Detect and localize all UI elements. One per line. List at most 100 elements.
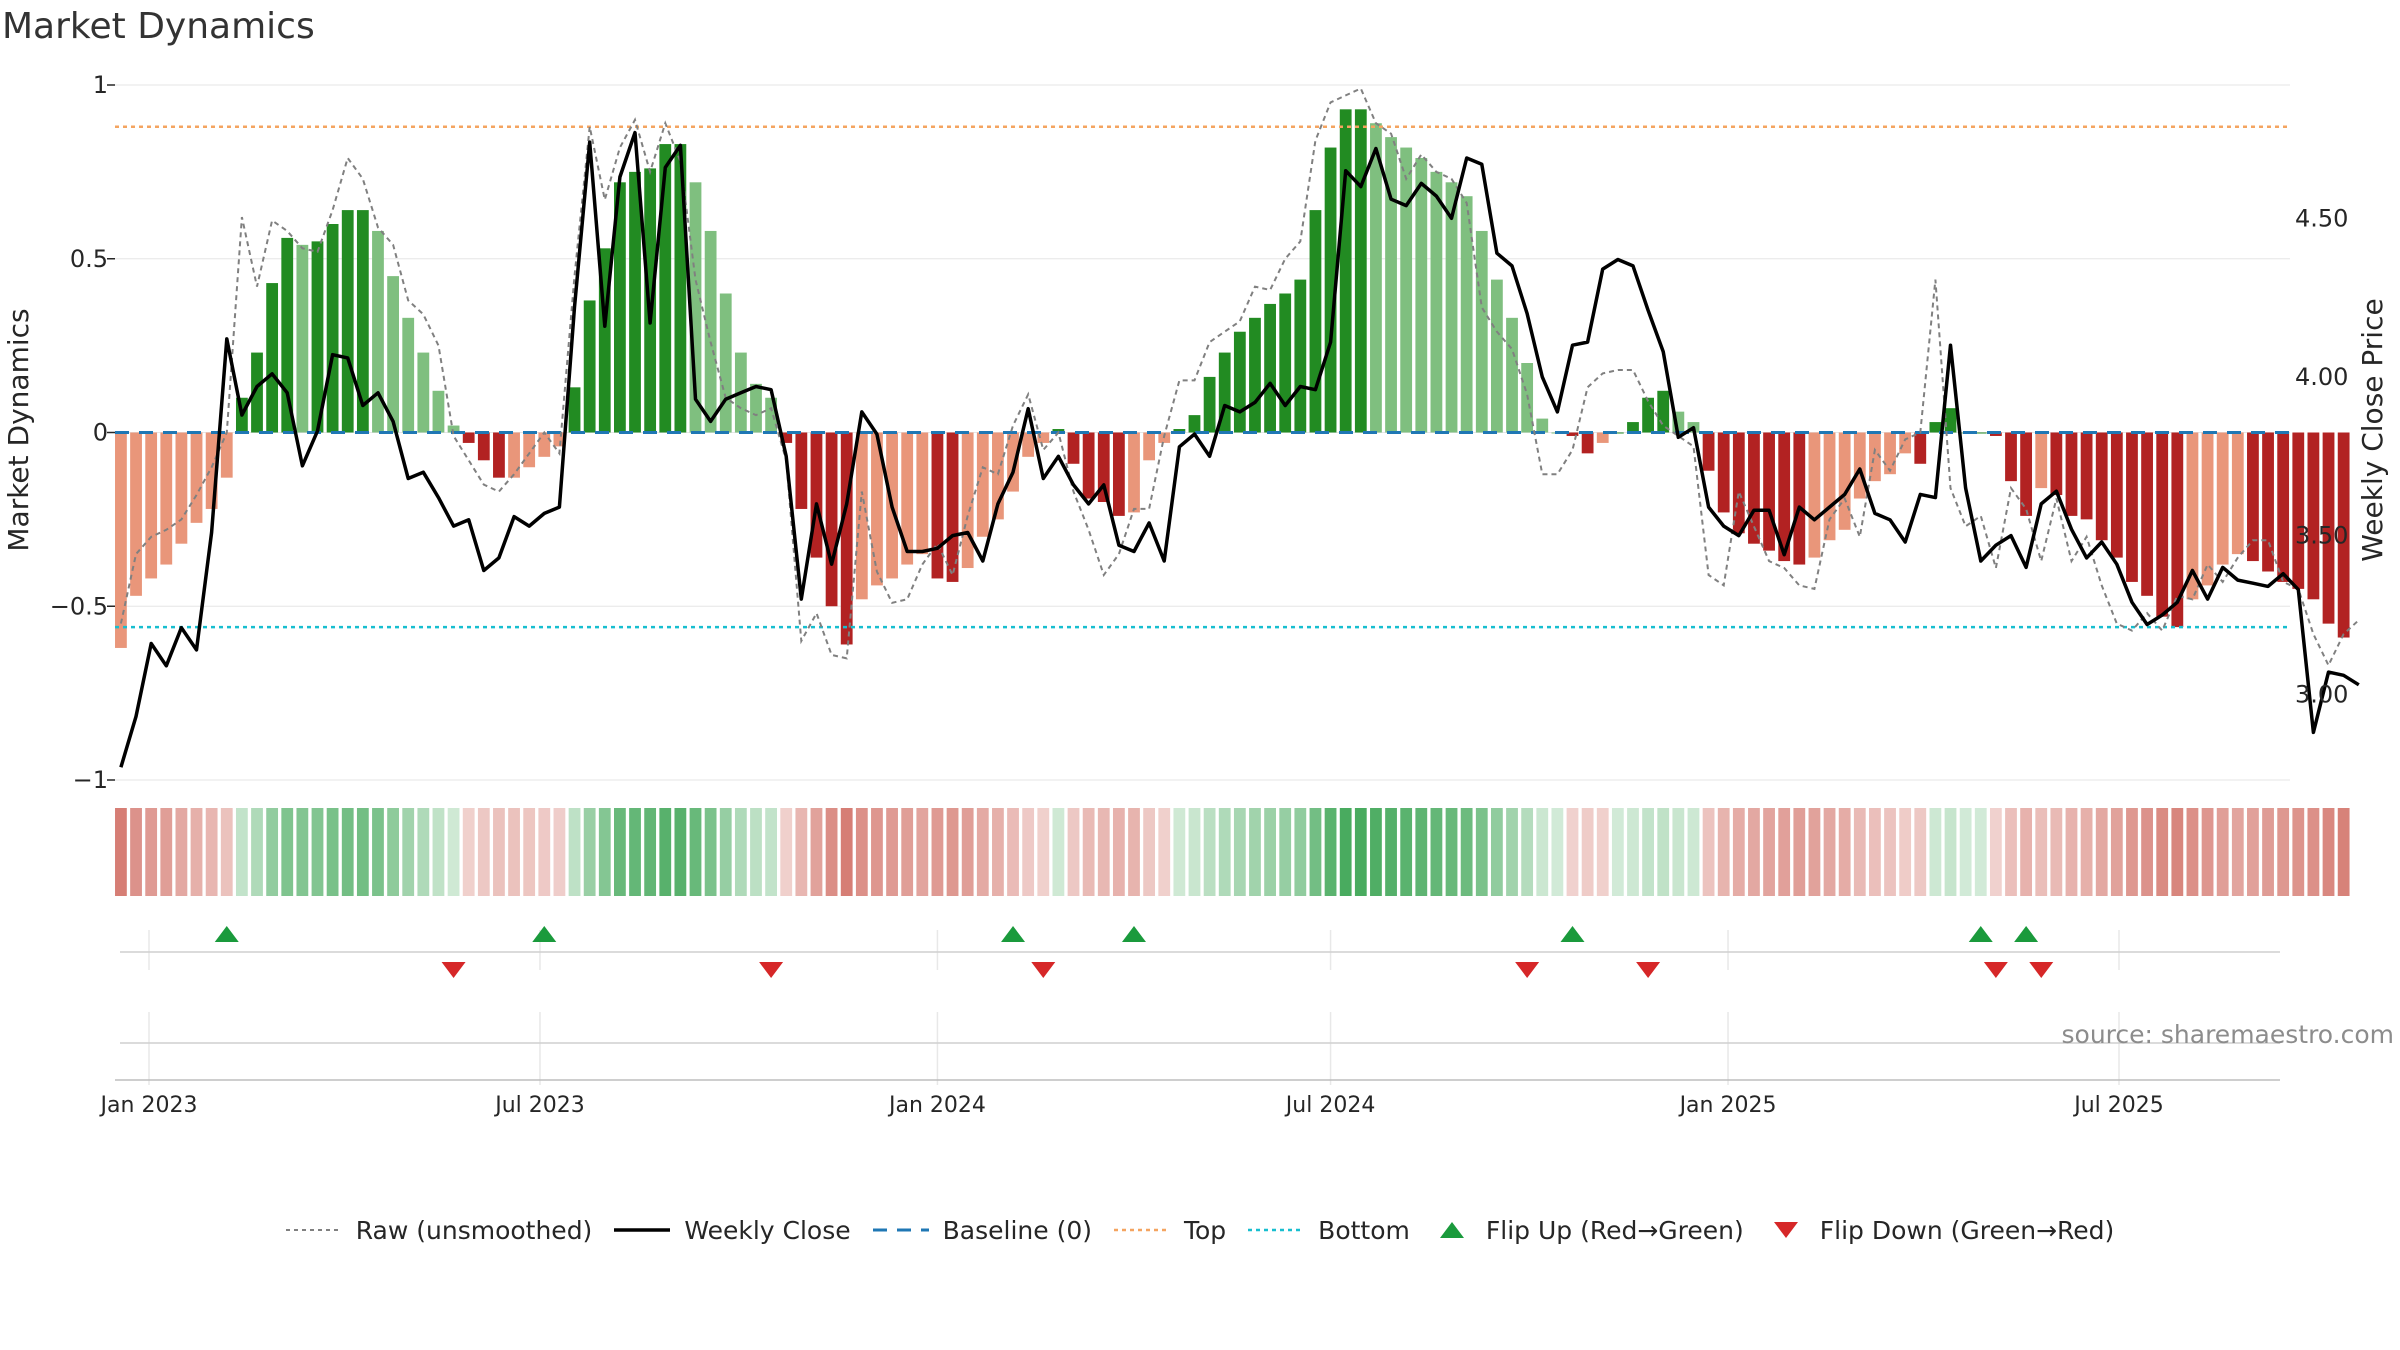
regime-strip-cell	[1748, 808, 1760, 896]
flip-up-marker	[532, 926, 557, 942]
regime-strip-cell	[1627, 808, 1639, 896]
regime-strip-cell	[523, 808, 536, 896]
dynamics-bar	[205, 432, 218, 509]
dynamics-bar	[1974, 432, 1987, 434]
regime-strip-cell	[734, 808, 747, 896]
dynamics-bar	[1642, 397, 1654, 433]
regime-strip-cell	[1354, 808, 1367, 896]
y-tick-label: 0.5	[70, 245, 108, 273]
dashed-blue-line-icon	[872, 1228, 929, 1232]
regime-strip-cell	[840, 808, 853, 896]
regime-strip-cell	[341, 808, 354, 896]
regime-strip-cell	[220, 808, 233, 896]
x-tick-label: Jul 2023	[493, 1093, 585, 1118]
regime-strip-cell	[2231, 808, 2244, 896]
regime-strip-cell	[553, 808, 566, 896]
regime-strip-cell	[115, 808, 127, 896]
legend-label-flip-down: Flip Down (Green→Red)	[1819, 1215, 2115, 1245]
regime-strip-cell	[1884, 808, 1896, 896]
dynamics-bar	[311, 241, 324, 433]
dynamics-bar	[1596, 432, 1609, 443]
dynamics-bar	[1067, 432, 1080, 464]
dynamics-bar	[1506, 317, 1518, 433]
regime-strip-cell	[1082, 808, 1095, 896]
regime-strip-cell	[992, 808, 1004, 896]
regime-strip-cell	[1581, 808, 1594, 896]
dynamics-bar	[115, 432, 127, 648]
dynamics-bar	[1778, 432, 1791, 562]
dynamics-bar	[508, 432, 520, 478]
regime-strip-cell	[493, 808, 505, 896]
regime-strip-cell	[432, 808, 445, 896]
dynamics-bar	[961, 432, 974, 569]
regime-strip-cell	[2307, 808, 2320, 896]
regime-strip-cell	[750, 808, 762, 896]
legend-item-raw: Raw (unsmoothed)	[285, 1216, 592, 1245]
regime-strip-cell	[1793, 808, 1806, 896]
dynamics-bar	[1899, 432, 1912, 454]
dynamics-bar	[1112, 432, 1125, 516]
weekly-close-line	[119, 130, 2360, 768]
dynamics-bar	[2065, 432, 2078, 516]
dynamics-bar	[2005, 432, 2017, 482]
regime-strip-cell	[508, 808, 520, 896]
regime-strip-cell	[251, 808, 263, 896]
y-axis-label: Market Dynamics	[2, 308, 35, 551]
dynamics-bar	[281, 237, 294, 433]
regime-strip-cell	[2277, 808, 2290, 896]
dynamics-bar	[1823, 432, 1836, 541]
regime-strip-cell	[266, 808, 279, 896]
dynamics-bar	[644, 168, 657, 433]
regime-strip-cell	[1112, 808, 1125, 896]
flip-down-marker	[759, 962, 784, 978]
x-tick-label: Jul 2024	[1284, 1093, 1376, 1118]
regime-strip-cell	[1869, 808, 1881, 896]
dynamics-bar	[976, 432, 989, 537]
regime-strip-cell	[2080, 808, 2093, 896]
dynamics-bar	[1748, 432, 1760, 544]
regime-strip-cell	[1642, 808, 1654, 896]
dynamics-bar	[1657, 390, 1670, 433]
dynamics-bar	[1944, 408, 1957, 433]
y2-axis-label: Weekly Close Price	[2356, 298, 2389, 561]
dynamics-bar	[2262, 432, 2274, 572]
chart-legend: Raw (unsmoothed) Weekly Close Baseline (…	[0, 1210, 2400, 1250]
regime-strip-cell	[1128, 808, 1140, 896]
regime-strip-cell	[1324, 808, 1337, 896]
dynamics-bar	[130, 432, 142, 596]
dynamics-bar	[2337, 432, 2350, 638]
dynamics-bar	[2020, 432, 2033, 516]
regime-strip-cell	[1037, 808, 1050, 896]
legend-label-top: Top	[1183, 1215, 1227, 1245]
dynamics-bar	[1763, 432, 1775, 551]
dynamics-bar	[1188, 415, 1201, 433]
regime-strip-cell	[1929, 808, 1942, 896]
regime-strip-cell	[704, 808, 717, 896]
red-down-triangle-icon	[1773, 1222, 1798, 1238]
dynamics-bar	[1218, 352, 1231, 433]
regime-strip-cell	[976, 808, 989, 896]
regime-strip-cell	[2292, 808, 2305, 896]
dynamics-bar	[2035, 432, 2048, 489]
regime-strip-cell	[1173, 808, 1186, 896]
dotted-gray-line-icon	[285, 1229, 342, 1231]
dynamics-bar	[145, 432, 158, 579]
regime-strip-cell	[583, 808, 596, 896]
regime-strip-cell	[916, 808, 929, 896]
regime-strip-cell	[568, 808, 581, 896]
dynamics-bar	[1022, 432, 1035, 457]
regime-strip-cell	[886, 808, 898, 896]
dynamics-bar	[417, 352, 430, 433]
dynamics-bar	[795, 432, 808, 509]
regime-strip-cell	[1067, 808, 1080, 896]
regime-strip-cell	[1143, 808, 1156, 896]
y2-tick-label: 3.50	[2295, 522, 2348, 550]
solid-black-line-icon	[614, 1228, 671, 1232]
regime-strip-cell	[1052, 808, 1065, 896]
regime-strip-cell	[629, 808, 641, 896]
dynamics-bar	[220, 432, 233, 478]
dynamics-bar	[871, 432, 883, 586]
dynamics-bar	[1702, 432, 1715, 471]
flip-down-marker	[1515, 962, 1540, 978]
regime-strip-cell	[2005, 808, 2017, 896]
